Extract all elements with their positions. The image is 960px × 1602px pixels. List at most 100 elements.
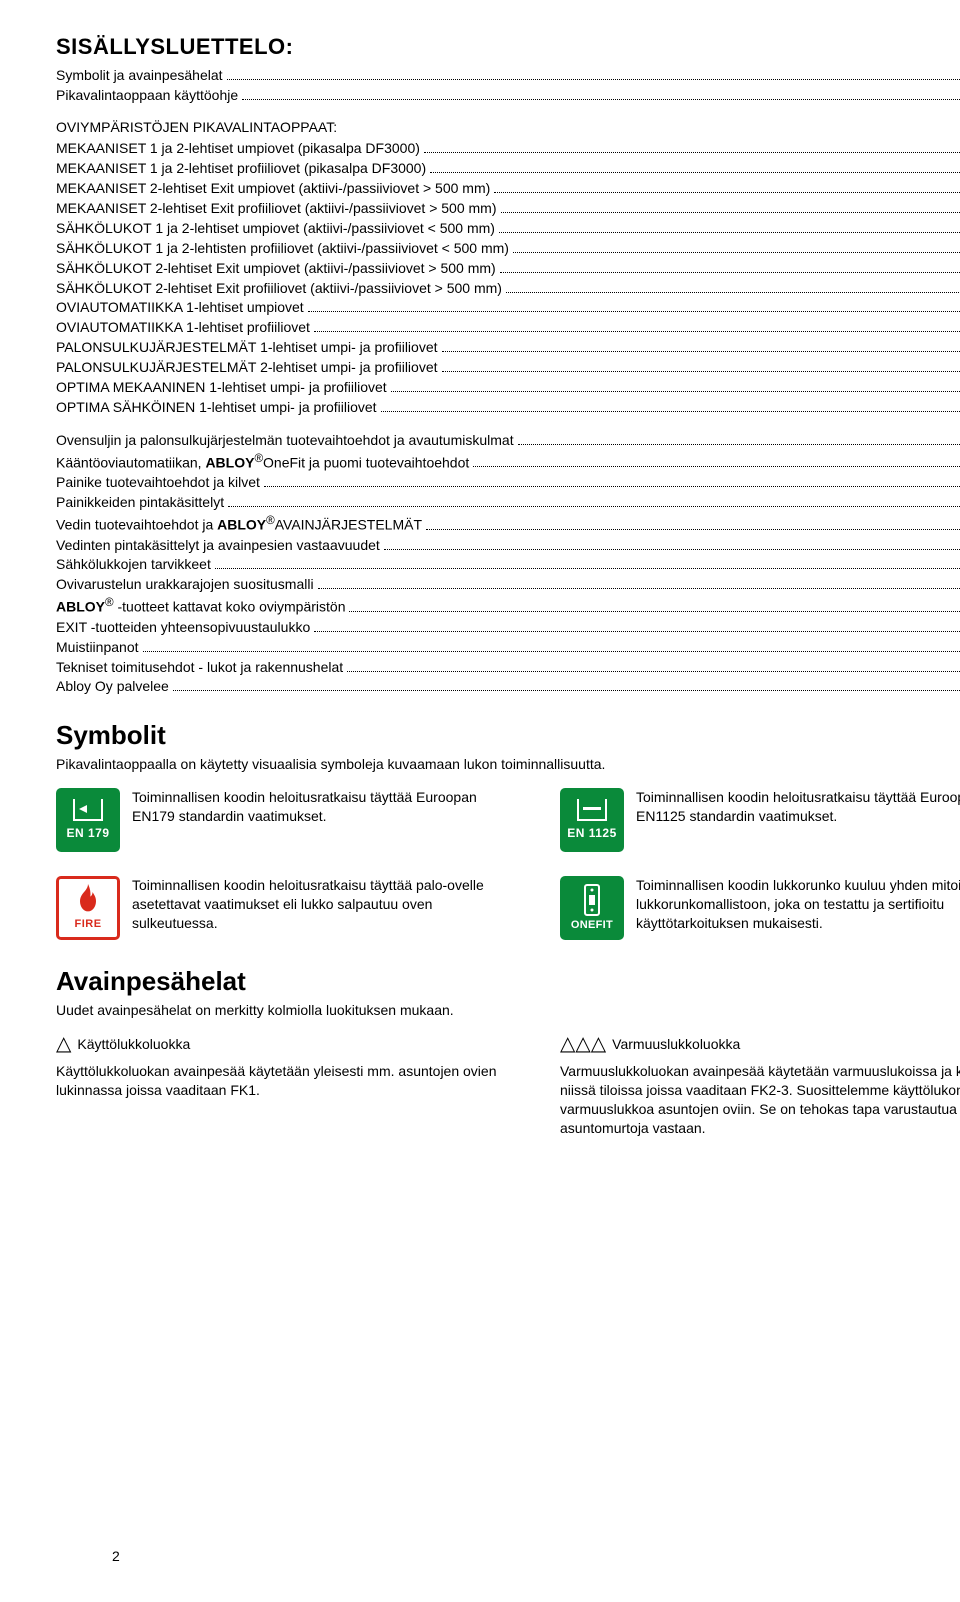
onefit-badge-icon: ONEFIT <box>560 876 624 940</box>
toc-line: Painike tuotevaihtoehdot ja kilvet20 <box>56 473 960 492</box>
toc-line: Muistiinpanot28 <box>56 638 960 657</box>
avain-desc: Uudet avainpesähelat on merkitty kolmiol… <box>56 1001 960 1020</box>
toc-label: Symbolit ja avainpesähelat <box>56 66 223 85</box>
toc-label: MEKAANISET 1 ja 2-lehtiset profiiliovet … <box>56 159 426 178</box>
toc-label: Sähkölukkojen tarvikkeet <box>56 555 211 574</box>
toc-dots <box>143 651 960 652</box>
toc-label: MEKAANISET 2-lehtiset Exit profiiliovet … <box>56 199 497 218</box>
toc-line: Ovensuljin ja palonsulkujärjestelmän tuo… <box>56 431 960 450</box>
toc-dots <box>442 371 960 372</box>
toc-line: ABLOY® -tuotteet kattavat koko oviympäri… <box>56 595 960 617</box>
toc-dots <box>381 411 960 412</box>
toc-dots <box>391 391 960 392</box>
toc-line: OVIAUTOMATIIKKA 1-lehtiset umpiovet12 <box>56 298 960 317</box>
toc-dots <box>264 486 960 487</box>
toc-line: OPTIMA SÄHKÖINEN 1-lehtiset umpi- ja pro… <box>56 398 960 417</box>
toc-line: Kääntöoviautomatiikan, ABLOY®OneFit ja p… <box>56 451 960 473</box>
toc-dots <box>424 152 960 153</box>
toc-line: Vedinten pintakäsittelyt ja avainpesien … <box>56 536 960 555</box>
avain-left: △ Käyttölukkoluokka Käyttölukkoluokan av… <box>56 1034 512 1138</box>
toc-dots <box>318 588 960 589</box>
toc-line: EXIT -tuotteiden yhteensopivuustaulukko2… <box>56 618 960 637</box>
toc-line: SÄHKÖLUKOT 2-lehtiset Exit profiiliovet … <box>56 279 960 298</box>
toc-subheading: OVIYMPÄRISTÖJEN PIKAVALINTAOPPAAT: <box>56 118 960 137</box>
symbol-text: Toiminnallisen koodin heloitusratkaisu t… <box>132 788 512 852</box>
avain-right-body: Varmuuslukkoluokan avainpesää käytetään … <box>560 1062 960 1138</box>
toc-label: PALONSULKUJÄRJESTELMÄT 1-lehtiset umpi- … <box>56 338 438 357</box>
toc-dots <box>518 444 960 445</box>
avain-left-label: Käyttölukkoluokka <box>77 1035 190 1054</box>
symbol-item: ONEFITToiminnallisen koodin lukkorunko k… <box>560 876 960 940</box>
toc-dots <box>227 79 960 80</box>
toc-line: MEKAANISET 2-lehtiset Exit profiiliovet … <box>56 199 960 218</box>
toc-label: OVIAUTOMATIIKKA 1-lehtiset profiiliovet <box>56 318 310 337</box>
toc-line: PALONSULKUJÄRJESTELMÄT 2-lehtiset umpi- … <box>56 358 960 377</box>
toc-dots <box>473 466 960 467</box>
toc-label: SÄHKÖLUKOT 1 ja 2-lehtiset umpiovet (akt… <box>56 219 495 238</box>
toc-group-2: MEKAANISET 1 ja 2-lehtiset umpiovet (pik… <box>56 139 960 416</box>
avain-left-body: Käyttölukkoluokan avainpesää käytetään y… <box>56 1062 512 1100</box>
fire-badge-icon: FIRE <box>56 876 120 940</box>
toc-label: Ovensuljin ja palonsulkujärjestelmän tuo… <box>56 431 514 450</box>
toc-line: PALONSULKUJÄRJESTELMÄT 1-lehtiset umpi- … <box>56 338 960 357</box>
avain-heading: Avainpesähelat <box>56 964 960 999</box>
avain-right-label: Varmuuslukkoluokka <box>612 1035 740 1054</box>
symbol-row-2: FIREToiminnallisen koodin heloitusratkai… <box>56 876 960 940</box>
toc-line: SÄHKÖLUKOT 1 ja 2-lehtisten profiiliovet… <box>56 239 960 258</box>
toc-dots <box>228 506 960 507</box>
symbol-text: Toiminnallisen koodin heloitusratkaisu t… <box>132 876 512 940</box>
toc-dots <box>215 568 960 569</box>
toc-dots <box>314 331 960 332</box>
symbol-item: FIREToiminnallisen koodin heloitusratkai… <box>56 876 512 940</box>
toc-label: Kääntöoviautomatiikan, ABLOY®OneFit ja p… <box>56 451 469 473</box>
toc-label: Muistiinpanot <box>56 638 139 657</box>
toc-line: Pikavalintaoppaan käyttöohje3 <box>56 86 960 105</box>
toc-label: MEKAANISET 2-lehtiset Exit umpiovet (akt… <box>56 179 490 198</box>
symbolit-heading: Symbolit <box>56 718 960 753</box>
toc-label: Ovivarustelun urakkarajojen suositusmall… <box>56 575 314 594</box>
toc-line: OPTIMA MEKAANINEN 1-lehtiset umpi- ja pr… <box>56 378 960 397</box>
toc-line: Vedin tuotevaihtoehdot ja ABLOY®AVAINJÄR… <box>56 513 960 535</box>
page-title: SISÄLLYSLUETTELO: <box>56 32 960 62</box>
avain-left-tri-line: △ Käyttölukkoluokka <box>56 1034 512 1054</box>
toc-label: SÄHKÖLUKOT 2-lehtiset Exit umpiovet (akt… <box>56 259 496 278</box>
toc-line: SÄHKÖLUKOT 2-lehtiset Exit umpiovet (akt… <box>56 259 960 278</box>
toc-label: MEKAANISET 1 ja 2-lehtiset umpiovet (pik… <box>56 139 420 158</box>
toc-label: Vedin tuotevaihtoehdot ja ABLOY®AVAINJÄR… <box>56 513 422 535</box>
toc-line: Symbolit ja avainpesähelat2 <box>56 66 960 85</box>
toc-label: Pikavalintaoppaan käyttöohje <box>56 86 238 105</box>
toc-line: MEKAANISET 1 ja 2-lehtiset umpiovet (pik… <box>56 139 960 158</box>
toc-dots <box>513 252 960 253</box>
toc-dots <box>314 631 960 632</box>
toc-dots <box>242 99 960 100</box>
avain-right-tri-line: △△△ Varmuuslukkoluokka <box>560 1034 960 1054</box>
toc-label: OVIAUTOMATIIKKA 1-lehtiset umpiovet <box>56 298 304 317</box>
en1125-badge-icon: EN 1125 <box>560 788 624 852</box>
symbol-text: Toiminnallisen koodin lukkorunko kuuluu … <box>636 876 960 940</box>
symbol-item: EN 179Toiminnallisen koodin heloitusratk… <box>56 788 512 852</box>
toc-label: PALONSULKUJÄRJESTELMÄT 2-lehtiset umpi- … <box>56 358 438 377</box>
avain-right: △△△ Varmuuslukkoluokka Varmuuslukkoluoka… <box>560 1034 960 1138</box>
toc-dots <box>173 690 960 691</box>
toc-group-1: Symbolit ja avainpesähelat2Pikavalintaop… <box>56 66 960 105</box>
page-number: 2 <box>112 1547 120 1566</box>
toc-line: OVIAUTOMATIIKKA 1-lehtiset profiiliovet1… <box>56 318 960 337</box>
toc-line: Tekniset toimitusehdot - lukot ja rakenn… <box>56 658 960 677</box>
toc-dots <box>494 192 960 193</box>
toc-label: ABLOY® -tuotteet kattavat koko oviympäri… <box>56 595 345 617</box>
toc-line: MEKAANISET 1 ja 2-lehtiset profiiliovet … <box>56 159 960 178</box>
toc-label: Painikkeiden pintakäsittelyt <box>56 493 224 512</box>
toc-label: SÄHKÖLUKOT 1 ja 2-lehtisten profiiliovet… <box>56 239 509 258</box>
toc-label: OPTIMA MEKAANINEN 1-lehtiset umpi- ja pr… <box>56 378 387 397</box>
toc-label: Tekniset toimitusehdot - lukot ja rakenn… <box>56 658 343 677</box>
toc-dots <box>500 272 960 273</box>
en179-badge-icon: EN 179 <box>56 788 120 852</box>
toc-dots <box>347 671 960 672</box>
toc-line: Sähkölukkojen tarvikkeet24 <box>56 555 960 574</box>
toc-dots <box>501 212 960 213</box>
toc-dots <box>430 172 960 173</box>
symbol-text: Toiminnallisen koodin heloitusratkaisu t… <box>636 788 960 852</box>
symbol-item: EN 1125Toiminnallisen koodin heloitusrat… <box>560 788 960 852</box>
toc-label: Abloy Oy palvelee <box>56 677 169 696</box>
toc-label: SÄHKÖLUKOT 2-lehtiset Exit profiiliovet … <box>56 279 502 298</box>
